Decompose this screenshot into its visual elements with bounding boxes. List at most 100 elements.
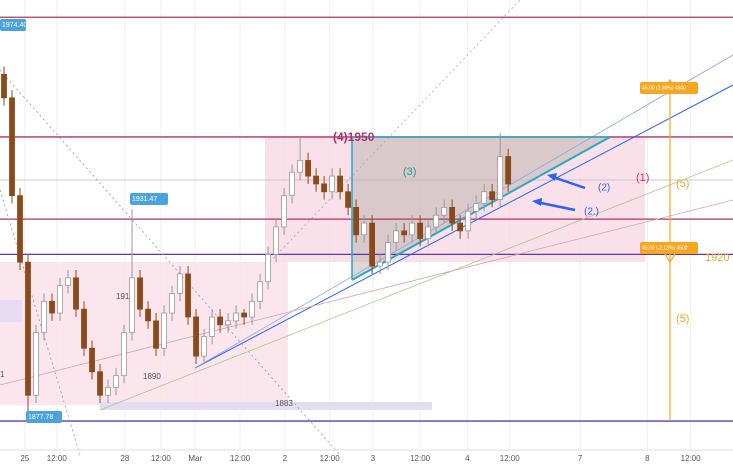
candle-body	[441, 206, 448, 216]
candle-body	[145, 308, 151, 322]
annotation: 45.00 (-2.13%) 4500	[642, 245, 688, 251]
candle-body	[401, 230, 408, 236]
candle-body	[89, 347, 95, 373]
x-tick-label: 12:00	[320, 454, 341, 463]
candle-body	[169, 293, 175, 314]
candle-body	[209, 316, 215, 337]
x-tick-label: 25	[20, 454, 29, 463]
candle-body	[161, 312, 167, 349]
annotation: (4)1950	[333, 130, 375, 144]
candle-body	[329, 175, 335, 193]
candle-body	[49, 300, 55, 314]
label-box	[130, 193, 168, 205]
candle-body	[385, 242, 392, 263]
candle-body	[409, 222, 416, 236]
candle-body	[345, 191, 351, 208]
annotation: (5)	[676, 313, 689, 325]
candle-body	[305, 160, 311, 177]
x-tick-label: 7	[578, 454, 583, 463]
candle-body	[337, 175, 343, 193]
candle-body	[281, 195, 287, 228]
candle-body	[97, 371, 103, 396]
x-tick-label: 4	[465, 454, 470, 463]
annotation: 45.00 (2.38%) 4500	[642, 85, 686, 91]
candle-body	[297, 160, 303, 173]
x-tick-label: 12:00	[230, 454, 251, 463]
candle-body	[289, 171, 295, 197]
candle-body	[465, 210, 472, 232]
annotation: (5)	[676, 178, 689, 190]
candle-body	[225, 320, 231, 326]
label-box	[640, 82, 698, 94]
x-tick-label: 12:00	[151, 454, 172, 463]
candle-body	[273, 226, 279, 255]
x-tick-label: 3	[371, 454, 376, 463]
candle-body	[1, 73, 7, 99]
candle-body	[73, 277, 79, 310]
annotations: 1974.40 1931.47 1877.78 (4)1950 (3) (1) (2) (2.…	[0, 19, 729, 423]
candle-body	[393, 230, 400, 244]
zone	[100, 402, 432, 410]
zone	[0, 300, 22, 322]
candle-body	[241, 312, 247, 318]
candle-body	[265, 253, 271, 283]
candle-body	[449, 206, 456, 224]
x-tick-label: 2	[283, 454, 288, 463]
candle-body	[41, 300, 47, 334]
candle-body	[129, 277, 135, 334]
x-tick-label: Mar	[188, 454, 202, 463]
label-box	[640, 242, 698, 254]
candle-body	[473, 203, 480, 212]
candles	[1, 66, 512, 420]
candle-body	[57, 285, 63, 314]
candle-body	[505, 156, 512, 185]
x-tick-label: 12:00	[681, 454, 702, 463]
candle-body	[65, 277, 71, 287]
candle-body	[489, 191, 496, 200]
x-tick-label: 12:00	[47, 454, 68, 463]
candle-body	[217, 316, 223, 326]
candle-body	[33, 332, 39, 396]
candle-body	[361, 222, 367, 236]
annotation: (2.)	[584, 207, 599, 218]
candle-body	[417, 222, 424, 240]
candle-body	[433, 214, 440, 228]
candle-body	[257, 281, 263, 302]
annotation: 191	[116, 292, 130, 301]
annotation: 1920	[705, 252, 729, 264]
x-tick-label: 28	[120, 454, 129, 463]
candle-body	[201, 336, 207, 357]
candle-body	[153, 320, 159, 349]
candle-body	[81, 308, 87, 349]
candle-body	[321, 183, 327, 193]
candle-body	[369, 222, 376, 267]
annotation: 1	[0, 370, 5, 379]
label-box	[0, 19, 26, 31]
levels	[0, 16, 733, 422]
x-tick-label: 8	[645, 454, 650, 463]
x-tick-label: 12:00	[410, 454, 431, 463]
annotation: (1)	[636, 172, 649, 184]
x-tick-label: 12:00	[500, 454, 521, 463]
candle-body	[105, 386, 111, 396]
candle-body	[481, 191, 488, 204]
candle-body	[233, 312, 239, 322]
candle-body	[177, 273, 183, 294]
candle-body	[185, 273, 191, 318]
annotation: 1883	[275, 399, 293, 408]
candle-body	[25, 261, 31, 396]
annotation: (2)	[598, 183, 610, 194]
candle-body	[353, 206, 359, 236]
candle-body	[457, 222, 464, 232]
candle-body	[17, 195, 23, 263]
annotation: 1890	[143, 372, 161, 381]
annotation: 1974.40	[2, 22, 27, 29]
candle-body	[137, 277, 143, 310]
label-box	[26, 411, 62, 423]
candle-body	[497, 156, 504, 200]
candle-body	[9, 97, 15, 197]
candle-body	[377, 261, 384, 267]
annotation: (3)	[403, 166, 416, 178]
zone	[0, 262, 288, 405]
